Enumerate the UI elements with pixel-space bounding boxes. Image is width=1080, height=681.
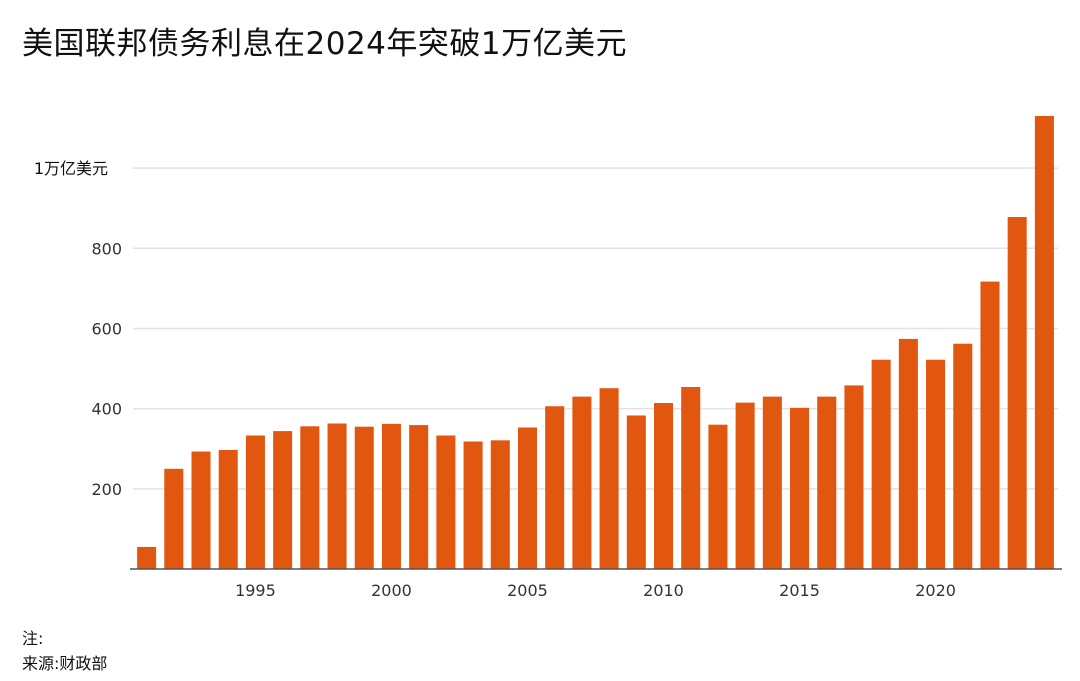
bar-2022 <box>980 281 1000 569</box>
bar-2003 <box>463 441 483 569</box>
bar-2010 <box>653 403 674 569</box>
y-tick-label: 800 <box>91 239 122 258</box>
bar-2024 <box>1034 116 1054 569</box>
source-label: 来源:财政部 <box>22 654 108 673</box>
bar-1998 <box>327 423 347 569</box>
bar-2023 <box>1007 217 1027 569</box>
bar-2008 <box>599 388 619 569</box>
bar-2005 <box>517 427 538 569</box>
bar-2012 <box>708 424 728 569</box>
bar-2015 <box>790 407 810 569</box>
bar-2019 <box>898 338 918 569</box>
x-tick-label: 1995 <box>235 581 276 600</box>
bar-1995 <box>245 435 265 569</box>
bars <box>137 116 1054 569</box>
x-tick-label: 2005 <box>507 581 548 600</box>
y-tick-label: 400 <box>91 400 122 419</box>
bar-1999 <box>354 426 374 569</box>
bar-1997 <box>300 426 320 569</box>
note-label: 注: <box>22 629 44 648</box>
bar-2006 <box>545 406 565 569</box>
y-tick-label: 600 <box>91 319 122 338</box>
x-tick-label: 2015 <box>779 581 820 600</box>
y-axis-ticks: 200 400 600 800 1万亿美元 <box>34 159 122 499</box>
bar-2014 <box>762 396 782 569</box>
bar-1991 <box>137 546 157 569</box>
x-axis-ticks: 1995 2000 2005 2010 2015 2020 <box>235 581 956 600</box>
y-tick-label: 200 <box>91 480 122 499</box>
bar-1993 <box>191 451 211 569</box>
x-tick-label: 2020 <box>915 581 956 600</box>
grid-lines <box>133 167 1058 490</box>
bar-2001 <box>409 425 429 569</box>
bar-2007 <box>572 396 592 569</box>
y-tick-label: 1万亿美元 <box>34 159 108 178</box>
bar-2016 <box>817 396 837 569</box>
bar-2013 <box>735 402 755 569</box>
bar-2018 <box>871 359 891 569</box>
bar-1992 <box>164 468 184 569</box>
x-tick-label: 2000 <box>371 581 412 600</box>
x-tick-label: 2010 <box>643 581 684 600</box>
bar-2002 <box>436 435 456 569</box>
bar-2000 <box>381 423 401 569</box>
bar-1996 <box>273 431 293 569</box>
bar-2020 <box>926 359 946 569</box>
bar-1994 <box>218 449 238 569</box>
bar-2021 <box>953 343 973 569</box>
bar-2011 <box>681 386 701 569</box>
bar-2009 <box>626 415 646 569</box>
bar-2017 <box>844 385 864 569</box>
chart-title: 美国联邦债务利息在2024年突破1万亿美元 <box>22 26 628 62</box>
bar-2004 <box>490 440 510 569</box>
